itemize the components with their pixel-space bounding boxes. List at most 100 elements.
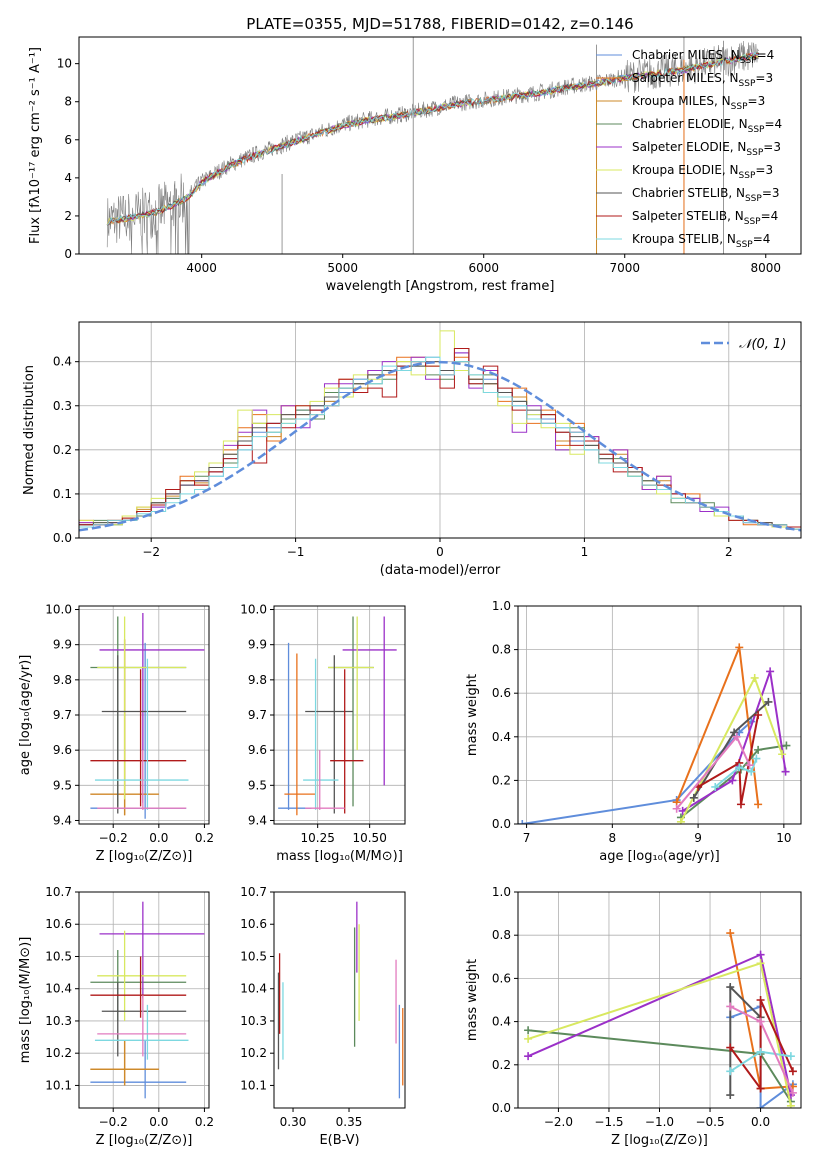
weight-line-5 <box>729 984 762 1095</box>
weight-line-7 <box>714 758 758 788</box>
weight-marker <box>726 1002 735 1011</box>
legend-sub: SSP <box>736 240 753 250</box>
y-tick-label: 9.5 <box>53 778 72 792</box>
y-tick-label: 0.0 <box>492 817 511 831</box>
y-tick-label: 0.4 <box>492 730 511 744</box>
y-axis-label: mass [log₁₀(M/M⊙)] <box>18 937 33 1064</box>
y-tick-label: 9.8 <box>53 673 72 687</box>
x-tick-label: 7000 <box>609 261 640 275</box>
weight-marker <box>728 776 737 785</box>
plot-area <box>274 606 405 824</box>
weight-marker <box>756 1084 765 1093</box>
legend-label: Salpeter STELIB, N <box>632 209 744 223</box>
legend-value: =3 <box>755 71 773 85</box>
y-tick-label: 9.5 <box>248 778 267 792</box>
legend-value: =3 <box>755 163 773 177</box>
weight-marker <box>754 711 763 719</box>
y-tick-label: 10.7 <box>240 885 267 899</box>
weight-marker <box>781 767 790 776</box>
y-tick-label: 9.4 <box>53 813 72 827</box>
legend-label: Kroupa STELIB, N <box>632 232 736 246</box>
legend-entry: Kroupa MILES, NSSP=3 <box>632 94 765 112</box>
hist-series-7 <box>79 347 801 538</box>
y-tick-label: 6 <box>64 133 72 147</box>
weight-marker <box>676 817 685 824</box>
x-tick-label: 1 <box>581 545 589 559</box>
y-tick-label: 8 <box>64 95 72 109</box>
weight-marker <box>756 1104 765 1108</box>
y-tick-label: 0.6 <box>492 686 511 700</box>
hist-series-8 <box>79 356 801 538</box>
x-tick-label: −2.0 <box>544 1115 573 1129</box>
weight-marker <box>524 1026 533 1035</box>
axes-frame <box>78 36 802 255</box>
legend-label: Chabrier STELIB, N <box>632 186 745 200</box>
weight-marker <box>754 745 763 754</box>
weight-marker <box>788 1067 797 1076</box>
weight-marker <box>524 1034 533 1043</box>
y-tick-label: 10 <box>57 57 72 71</box>
y-axis-label: mass weight <box>465 674 480 756</box>
panel-mass-weight-vs-age: 7 8 9 10 0.0 0.2 0.4 0.6 0.8 1.0 age [log₁₀(age/yr… <box>465 599 802 864</box>
x-tick-label: 2 <box>725 545 733 559</box>
panel-age-vs-mass: 10.25 10.50 9.4 9.5 9.6 9.7 9.8 9.9 10.0 mass [lo… <box>240 603 406 864</box>
weight-marker <box>735 643 744 652</box>
y-tick-label: 10.3 <box>45 1014 72 1028</box>
legend-sub: SSP <box>748 125 765 135</box>
y-axis-label: Flux [fλ10⁻¹⁷ erg cm⁻² s⁻¹ A⁻¹] <box>28 47 43 244</box>
y-tick-label: 2 <box>64 209 72 223</box>
x-tick-label: 0 <box>436 545 444 559</box>
weight-marker <box>788 1088 797 1097</box>
plot-area <box>277 901 404 1099</box>
y-tick-label: 9.9 <box>248 638 267 652</box>
y-tick-label: 10.5 <box>45 949 72 963</box>
legend-label: Salpeter MILES, N <box>632 71 739 85</box>
x-tick-label: 0.0 <box>751 1115 770 1129</box>
x-tick-label: 0.30 <box>280 1115 307 1129</box>
weight-marker <box>754 800 763 809</box>
model-line-8 <box>106 51 759 226</box>
y-axis-label: Normed distribution <box>22 365 37 495</box>
legend-value: =4 <box>764 117 782 131</box>
axes-frame <box>517 605 802 825</box>
legend-sub: SSP <box>739 171 756 181</box>
weight-line-3 <box>682 671 787 812</box>
x-axis-label: (data-model)/error <box>380 563 501 578</box>
legend-entry: Chabrier MILES, NSSP=4 <box>632 48 774 66</box>
x-axis-label: Z [log₁₀(Z/Z⊙)] <box>96 1133 193 1148</box>
x-tick-label: −1.5 <box>594 1115 623 1129</box>
legend-value: =4 <box>753 232 771 246</box>
weight-marker <box>764 697 773 706</box>
x-tick-label: 8000 <box>750 261 781 275</box>
legend-entry: 𝒩(0, 1) <box>739 337 786 352</box>
x-tick-label: 9 <box>694 831 702 845</box>
y-tick-label: 9.7 <box>53 708 72 722</box>
legend-entry: Kroupa STELIB, NSSP=4 <box>632 232 770 250</box>
weight-marker <box>752 754 761 763</box>
weight-marker <box>726 1067 735 1076</box>
legend-sub: SSP <box>739 79 756 89</box>
y-tick-label: 10.6 <box>45 917 72 931</box>
y-tick-label: 0.2 <box>492 1058 511 1072</box>
weight-marker <box>778 750 787 759</box>
weight-marker <box>756 1047 765 1056</box>
x-axis-label: E(B-V) <box>319 1133 359 1148</box>
y-tick-label: 0.6 <box>492 971 511 985</box>
panel-mass-vs-z: −0.2 0.0 0.2 10.1 10.2 10.3 10.4 10.5 10.6 10.7 Z … <box>18 885 214 1148</box>
legend-label: Kroupa MILES, N <box>632 94 731 108</box>
x-tick-label: 6000 <box>468 261 499 275</box>
weight-marker <box>726 983 735 992</box>
weight-marker <box>782 741 791 750</box>
axes-frame <box>78 891 210 1109</box>
figure-title: PLATE=0355, MJD=51788, FIBERID=0142, z=0… <box>246 15 633 33</box>
y-tick-label: 0.0 <box>492 1101 511 1115</box>
weight-marker <box>756 1017 765 1026</box>
x-tick-label: 4000 <box>186 261 217 275</box>
x-axis-label: mass [log₁₀(M/M⊙)] <box>276 849 403 864</box>
y-tick-label: 10.6 <box>240 917 267 931</box>
weight-marker <box>726 929 735 938</box>
weight-marker <box>750 673 759 682</box>
legend-sub: SSP <box>745 194 762 204</box>
legend-label: Salpeter ELODIE, N <box>632 140 746 154</box>
plot-area <box>518 892 801 1108</box>
